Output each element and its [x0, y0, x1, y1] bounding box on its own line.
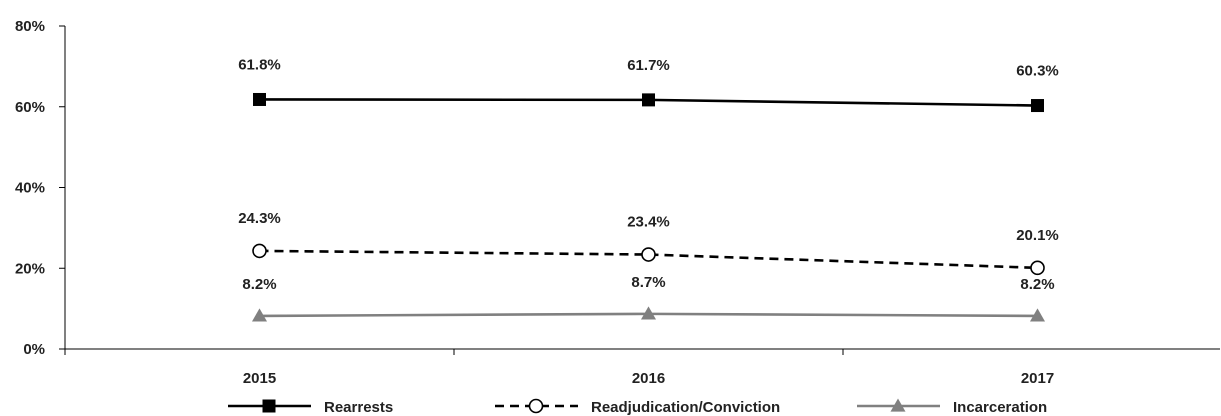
y-tick-label: 20%: [15, 260, 45, 277]
data-labels: 61.8% 61.7% 60.3% 24.3% 23.4% 20.1% 8.2% 8.7% 8.…: [238, 56, 1059, 292]
data-point-2-0: [252, 308, 267, 322]
data-label-2-0: 8.2%: [242, 276, 276, 293]
series-line-1: [259, 249, 1038, 270]
data-label-1-0: 24.3%: [238, 210, 281, 227]
data-label-0-0: 61.8%: [238, 56, 281, 73]
data-point-1-2: [1030, 260, 1045, 276]
data-label-0-1: 61.7%: [627, 57, 670, 74]
x-tick-label: 2016: [632, 370, 665, 387]
legend-marker-0: [262, 399, 276, 413]
data-point-0-1: [642, 93, 655, 107]
legend-marker-1: [528, 398, 544, 414]
legend-label-0: Rearrests: [324, 399, 393, 416]
data-point-2-2: [1030, 308, 1045, 322]
data-point-1-1: [641, 247, 656, 262]
y-tick-label: 60%: [15, 99, 45, 116]
series-markers: [252, 92, 1045, 322]
y-tick-label: 0%: [23, 341, 45, 358]
data-point-0-2: [1031, 99, 1044, 113]
data-point-0-0: [253, 92, 266, 106]
y-tick-label: 40%: [15, 180, 45, 197]
chart-axes: 0% 20% 40% 60% 80% 2015 2016 2017: [15, 18, 1220, 387]
x-tick-label: 2017: [1021, 370, 1054, 387]
legend-label-2: Incarceration: [953, 399, 1047, 416]
x-tick-label: 2015: [243, 370, 276, 387]
data-label-0-2: 60.3%: [1016, 63, 1059, 80]
y-tick-label: 80%: [15, 18, 45, 35]
data-point-1-0: [252, 243, 267, 259]
legend-label-1: Readjudication/Conviction: [591, 399, 780, 416]
data-label-1-1: 23.4%: [627, 214, 670, 231]
data-label-2-1: 8.7%: [631, 274, 665, 291]
data-point-2-1: [641, 306, 656, 320]
data-label-1-2: 20.1%: [1016, 227, 1059, 244]
data-label-2-2: 8.2%: [1020, 276, 1054, 293]
legend-marker-2: [890, 398, 906, 412]
legend: Rearrests Readjudication/Conviction Incarc…: [228, 398, 1047, 416]
